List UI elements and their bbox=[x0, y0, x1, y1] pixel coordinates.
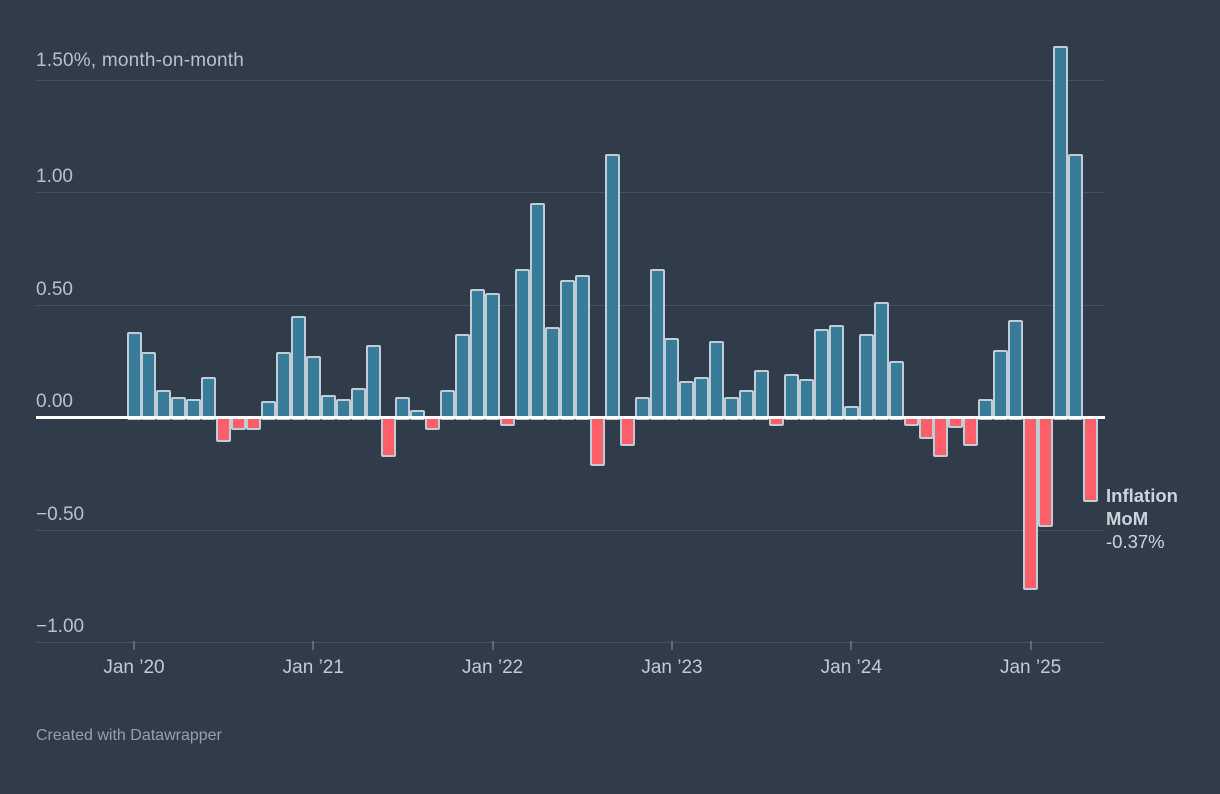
y-tick-label: 0.50 bbox=[36, 278, 73, 300]
bar-2024-07[interactable] bbox=[933, 416, 949, 458]
y-axis-top-label: 1.50%, month-on-month bbox=[36, 50, 245, 71]
bar-2024-06[interactable] bbox=[918, 416, 934, 440]
bar-2025-03[interactable] bbox=[1053, 45, 1069, 420]
bar-2021-06[interactable] bbox=[380, 416, 396, 458]
y-tick-label: 1.00 bbox=[36, 166, 73, 187]
x-tick-label: Jan ’23 bbox=[641, 657, 703, 678]
x-tick-mark bbox=[670, 641, 673, 650]
bar-2021-12[interactable] bbox=[470, 288, 486, 420]
gridline-y-1 bbox=[36, 192, 1105, 193]
bar-2024-04[interactable] bbox=[888, 360, 904, 420]
bar-2022-08[interactable] bbox=[589, 416, 605, 467]
y-tick-label: −0.50 bbox=[36, 503, 85, 525]
x-tick-mark bbox=[132, 641, 135, 650]
bar-2020-07[interactable] bbox=[216, 416, 232, 442]
bar-2025-05[interactable] bbox=[1082, 416, 1098, 503]
bar-2021-11[interactable] bbox=[455, 333, 471, 420]
bar-2024-12[interactable] bbox=[1008, 320, 1024, 420]
bar-2022-11[interactable] bbox=[634, 396, 650, 420]
bar-2023-12[interactable] bbox=[828, 324, 844, 420]
x-tick-mark bbox=[1029, 641, 1032, 650]
zero-baseline bbox=[36, 415, 1105, 419]
bar-2022-12[interactable] bbox=[649, 268, 665, 420]
bar-2022-10[interactable] bbox=[619, 416, 635, 446]
bar-2025-04[interactable] bbox=[1067, 153, 1083, 420]
bar-2020-03[interactable] bbox=[156, 390, 172, 420]
bar-2020-10[interactable] bbox=[260, 401, 276, 420]
bar-2021-08[interactable] bbox=[410, 410, 426, 420]
bar-2024-09[interactable] bbox=[963, 416, 979, 446]
bar-2020-12[interactable] bbox=[290, 315, 306, 420]
y-tick-label: 0.00 bbox=[36, 391, 73, 412]
bar-2022-09[interactable] bbox=[604, 153, 620, 420]
bar-2023-03[interactable] bbox=[694, 376, 710, 420]
bar-2022-06[interactable] bbox=[559, 279, 575, 420]
bar-2021-03[interactable] bbox=[335, 399, 351, 420]
bar-2023-04[interactable] bbox=[709, 340, 725, 420]
x-tick-label: Jan ’20 bbox=[103, 657, 165, 678]
bar-2021-04[interactable] bbox=[350, 387, 366, 420]
bar-2025-02[interactable] bbox=[1038, 416, 1054, 527]
datawrapper-attribution-link[interactable]: Created with Datawrapper bbox=[36, 727, 222, 744]
gridline-y--0.5 bbox=[36, 529, 1105, 531]
bar-2024-10[interactable] bbox=[978, 399, 994, 420]
bar-2023-01[interactable] bbox=[664, 338, 680, 420]
x-tick-label: Jan ’24 bbox=[820, 657, 882, 678]
bar-2023-10[interactable] bbox=[798, 378, 814, 420]
y-tick-label: −1.00 bbox=[36, 616, 85, 637]
bar-2023-06[interactable] bbox=[739, 390, 755, 420]
x-tick-label: Jan ’22 bbox=[461, 657, 524, 678]
gridline-y--1 bbox=[36, 642, 1105, 643]
bar-2024-11[interactable] bbox=[993, 349, 1009, 420]
gridline-y-1.5 bbox=[36, 79, 1105, 81]
bar-2021-05[interactable] bbox=[365, 345, 381, 420]
bar-2025-01[interactable] bbox=[1023, 416, 1039, 590]
bar-2021-10[interactable] bbox=[440, 390, 456, 420]
bar-2020-04[interactable] bbox=[171, 396, 187, 420]
bar-2023-05[interactable] bbox=[724, 396, 740, 420]
bar-2022-05[interactable] bbox=[544, 327, 560, 420]
annotation-series-name-line1: Inflation bbox=[1106, 485, 1178, 506]
bar-2023-11[interactable] bbox=[813, 329, 829, 420]
bar-2021-01[interactable] bbox=[305, 356, 321, 420]
bar-2022-01[interactable] bbox=[485, 293, 501, 420]
annotation-series-name-line2: MoM bbox=[1106, 508, 1149, 529]
annotation-last-value: -0.37% bbox=[1106, 531, 1165, 552]
bar-2020-06[interactable] bbox=[201, 376, 217, 420]
bar-2023-09[interactable] bbox=[784, 374, 800, 420]
bar-2023-02[interactable] bbox=[679, 381, 695, 420]
bar-2021-07[interactable] bbox=[395, 396, 411, 420]
bar-2022-03[interactable] bbox=[515, 268, 531, 420]
bar-2020-11[interactable] bbox=[275, 351, 291, 420]
series-annotation: Inflation MoM -0.37% bbox=[1106, 484, 1178, 553]
x-tick-label: Jan ’25 bbox=[999, 657, 1062, 678]
bar-2021-02[interactable] bbox=[320, 394, 336, 420]
x-tick-mark bbox=[491, 641, 494, 650]
x-tick-mark bbox=[312, 641, 315, 650]
bar-2022-04[interactable] bbox=[529, 203, 545, 420]
bar-2022-07[interactable] bbox=[574, 275, 590, 420]
bar-2023-07[interactable] bbox=[754, 369, 770, 420]
bar-2020-02[interactable] bbox=[141, 351, 157, 420]
bar-2020-05[interactable] bbox=[186, 399, 202, 420]
bar-2024-02[interactable] bbox=[858, 333, 874, 420]
bar-2024-03[interactable] bbox=[873, 302, 889, 420]
x-tick-label: Jan ’21 bbox=[282, 657, 344, 678]
bar-2020-01[interactable] bbox=[126, 331, 142, 420]
x-tick-mark bbox=[850, 641, 853, 650]
